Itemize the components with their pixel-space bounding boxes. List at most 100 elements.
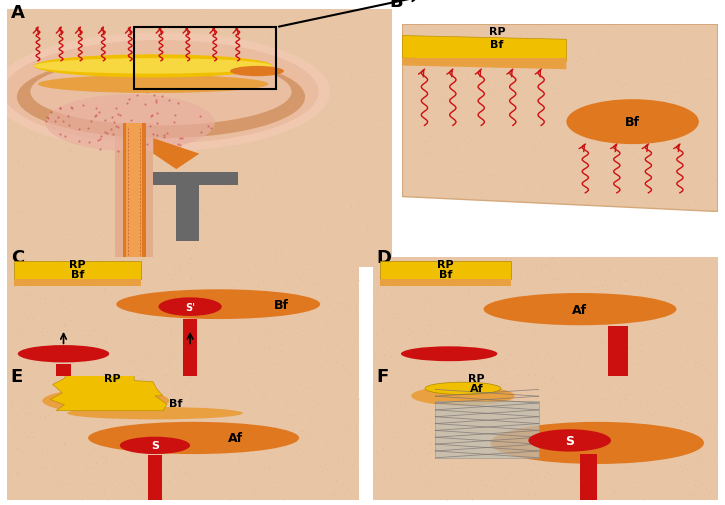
Point	[461, 341, 473, 349]
Point	[341, 366, 352, 374]
Point	[136, 255, 148, 263]
Point	[339, 304, 351, 312]
Point	[384, 398, 396, 406]
Point	[94, 53, 106, 61]
Point	[267, 371, 278, 379]
Point	[253, 376, 265, 384]
Point	[185, 75, 196, 83]
Point	[146, 335, 158, 343]
Point	[501, 256, 513, 264]
Point	[107, 281, 118, 289]
Point	[108, 177, 120, 185]
Point	[532, 405, 544, 413]
Point	[54, 417, 66, 425]
Point	[132, 307, 144, 315]
Point	[531, 414, 543, 422]
Point	[87, 480, 99, 488]
Point	[115, 297, 127, 305]
Point	[283, 45, 295, 53]
Point	[592, 47, 603, 55]
Point	[169, 295, 181, 304]
Point	[480, 168, 492, 176]
Text: Af: Af	[470, 383, 484, 393]
Point	[207, 327, 218, 335]
Point	[77, 452, 88, 460]
Point	[510, 307, 522, 315]
Point	[329, 455, 341, 463]
Point	[109, 211, 120, 219]
Point	[384, 306, 396, 314]
Point	[537, 133, 549, 141]
Point	[202, 398, 213, 406]
Point	[254, 54, 266, 62]
Point	[134, 135, 146, 143]
Point	[318, 390, 329, 398]
Point	[613, 283, 624, 291]
Point	[109, 175, 121, 183]
Point	[348, 416, 360, 424]
Point	[157, 352, 168, 361]
Point	[701, 76, 713, 84]
Point	[674, 56, 686, 64]
Point	[439, 445, 450, 453]
Point	[707, 342, 718, 350]
Point	[58, 321, 70, 329]
Point	[14, 210, 26, 218]
Point	[167, 489, 178, 497]
Point	[165, 72, 176, 80]
Point	[275, 347, 286, 356]
Point	[157, 471, 168, 479]
Point	[608, 324, 620, 332]
Point	[550, 78, 562, 86]
Point	[524, 304, 536, 312]
Point	[403, 481, 415, 489]
Point	[80, 442, 91, 450]
Point	[321, 413, 333, 421]
Point	[178, 205, 190, 213]
Point	[28, 83, 39, 91]
Point	[219, 335, 231, 343]
Point	[381, 328, 393, 336]
Point	[349, 219, 361, 227]
Point	[169, 473, 181, 481]
Point	[61, 326, 72, 334]
Point	[529, 412, 540, 420]
Point	[74, 445, 86, 453]
Point	[23, 369, 35, 377]
Point	[192, 489, 204, 497]
Point	[97, 341, 109, 349]
Point	[688, 372, 700, 380]
Point	[135, 367, 146, 375]
Point	[290, 329, 302, 337]
Point	[623, 471, 634, 479]
Point	[120, 145, 131, 154]
Point	[542, 350, 553, 358]
Point	[646, 279, 658, 287]
Point	[262, 311, 273, 319]
Point	[286, 275, 297, 283]
Point	[22, 278, 33, 286]
Point	[248, 487, 260, 495]
Point	[685, 378, 697, 386]
Point	[61, 422, 72, 430]
Point	[20, 410, 32, 418]
Point	[128, 323, 140, 331]
Point	[512, 83, 523, 91]
Point	[539, 460, 551, 468]
Point	[115, 458, 127, 466]
Point	[33, 400, 45, 408]
Point	[687, 494, 698, 502]
Point	[86, 464, 98, 472]
Polygon shape	[57, 364, 70, 381]
Point	[414, 460, 426, 468]
Point	[531, 473, 543, 481]
Point	[58, 339, 70, 347]
Point	[374, 7, 386, 15]
Point	[406, 34, 418, 42]
Point	[38, 413, 50, 421]
Point	[214, 265, 225, 273]
Point	[175, 56, 187, 64]
Point	[408, 333, 420, 341]
Point	[656, 285, 668, 293]
Point	[232, 411, 244, 419]
